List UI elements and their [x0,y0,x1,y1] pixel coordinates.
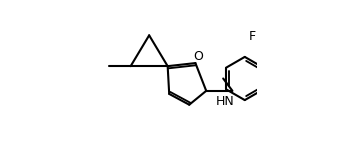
Text: HN: HN [216,95,235,108]
Text: O: O [193,50,203,63]
Text: F: F [249,30,256,43]
